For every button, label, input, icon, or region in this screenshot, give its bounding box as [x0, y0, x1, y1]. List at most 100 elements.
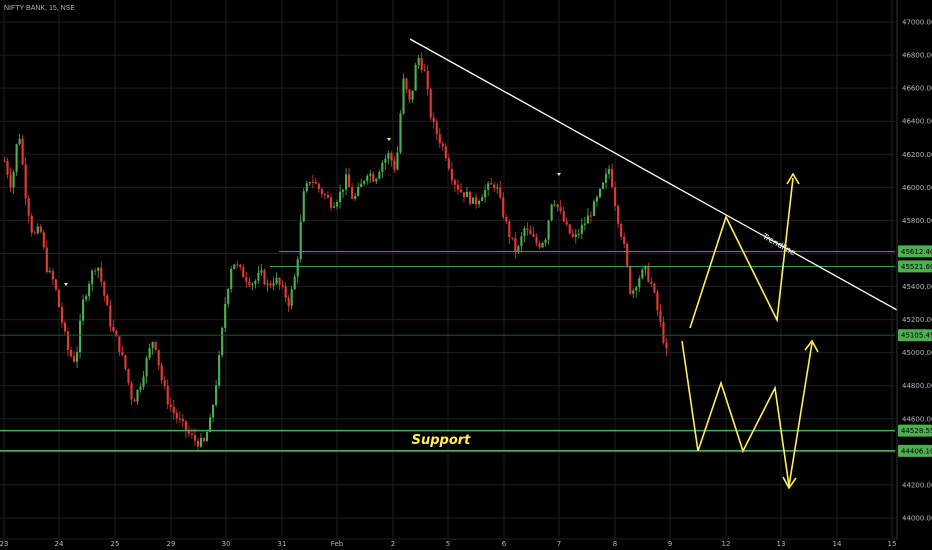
candle-body [414, 65, 417, 91]
projection-path-upper [689, 177, 794, 329]
candle-body [97, 267, 100, 271]
x-tick-label: 14 [833, 540, 842, 548]
y-tick-label: 46400.00 [902, 118, 932, 126]
candle-body [248, 281, 251, 285]
candle-body [142, 376, 145, 387]
candle-body [202, 438, 206, 442]
candle-body [254, 280, 257, 284]
candle-body [562, 211, 565, 222]
candle-body [559, 207, 562, 212]
candle-body [230, 269, 233, 289]
candle-body [456, 184, 459, 190]
candle-body [641, 269, 644, 279]
candle-body [529, 230, 532, 235]
candle-body [387, 153, 390, 159]
candle-body [598, 188, 602, 198]
y-tick-label: 46200.00 [902, 151, 932, 159]
candle-body [435, 122, 438, 135]
candle-body [157, 349, 160, 366]
x-tick-label: 30 [222, 540, 231, 548]
candle-body [130, 382, 133, 400]
y-tick-label: 46000.00 [902, 184, 932, 192]
candle-body [39, 226, 42, 233]
candle-body [296, 259, 299, 277]
candle-body [487, 183, 490, 190]
level-price-badge [898, 260, 932, 273]
candle-body [193, 435, 197, 441]
candle-body [360, 183, 363, 188]
candle-body [429, 89, 432, 118]
candle-body [109, 305, 112, 327]
candle-body [224, 303, 227, 328]
candle-body [136, 389, 139, 402]
projection-arrow-up-icon [786, 172, 800, 185]
candle-body [632, 290, 635, 294]
chart-grid [0, 0, 895, 538]
candle-body [154, 341, 157, 350]
candle-body [106, 295, 109, 306]
projection-arrow-down-icon [782, 476, 797, 490]
candle-body [45, 247, 48, 272]
candle-body [592, 201, 596, 217]
candle-body [27, 198, 30, 216]
candle-body [60, 307, 64, 323]
candle-body [426, 70, 429, 90]
y-tick-label: 44600.00 [902, 415, 932, 423]
candle-body [215, 385, 218, 405]
candle-body [199, 438, 203, 447]
candle-body [314, 182, 317, 184]
y-tick-label: 44000.00 [902, 515, 932, 523]
candle-body [127, 368, 130, 383]
candle-body [650, 281, 653, 284]
candle-body [15, 144, 18, 172]
candle-body [474, 197, 478, 205]
candle-body [163, 380, 166, 387]
candle-body [586, 215, 589, 224]
candle-body [3, 160, 6, 162]
candle-body [396, 152, 399, 170]
candle-body [169, 404, 172, 407]
candle-body [405, 78, 408, 90]
candle-body [502, 197, 505, 218]
candle-body [490, 183, 493, 185]
candle-body [665, 342, 668, 349]
x-tick-label: 12 [722, 540, 731, 548]
candle-body [378, 172, 381, 179]
level-price-badge [898, 444, 932, 457]
candle-body [24, 164, 27, 199]
candle-body [160, 365, 163, 381]
candle-body [635, 287, 638, 291]
candle-body [662, 321, 665, 343]
candle-body [550, 204, 553, 221]
candle-body [629, 266, 632, 294]
x-tick-label: 8 [613, 540, 617, 548]
candle-body [311, 181, 314, 183]
candle-body [218, 355, 221, 386]
candle-body [357, 187, 360, 196]
level-price-badge [898, 245, 932, 258]
candle-body [471, 197, 475, 204]
candle-body [384, 158, 387, 163]
candle-body [269, 283, 272, 286]
candle-body [175, 413, 178, 419]
candle-body [638, 278, 641, 288]
candle-body [115, 331, 118, 337]
level-price-label: 45105.45 [901, 332, 932, 340]
candle-body [441, 143, 444, 147]
candle-body [363, 181, 366, 184]
candle-body [326, 195, 330, 198]
candle-body [465, 191, 469, 197]
x-tick-label: 9 [668, 540, 672, 548]
x-tick-label: 6 [502, 540, 507, 548]
price-axis[interactable]: 47000.00 46800.00 46600.00 46400.00 46200.00… [896, 0, 932, 540]
candle-body [366, 175, 369, 182]
candle-body [499, 187, 502, 198]
candle-body [196, 440, 200, 447]
candle-body [33, 232, 36, 234]
time-axis[interactable]: 23 24 25 29 30 31 Feb 2 5 6 7 8 9 12 13 14 15 [0, 538, 897, 548]
candle-body [275, 277, 278, 284]
candle-body [369, 173, 372, 176]
candle-body [103, 281, 106, 296]
candle-body [91, 270, 94, 284]
